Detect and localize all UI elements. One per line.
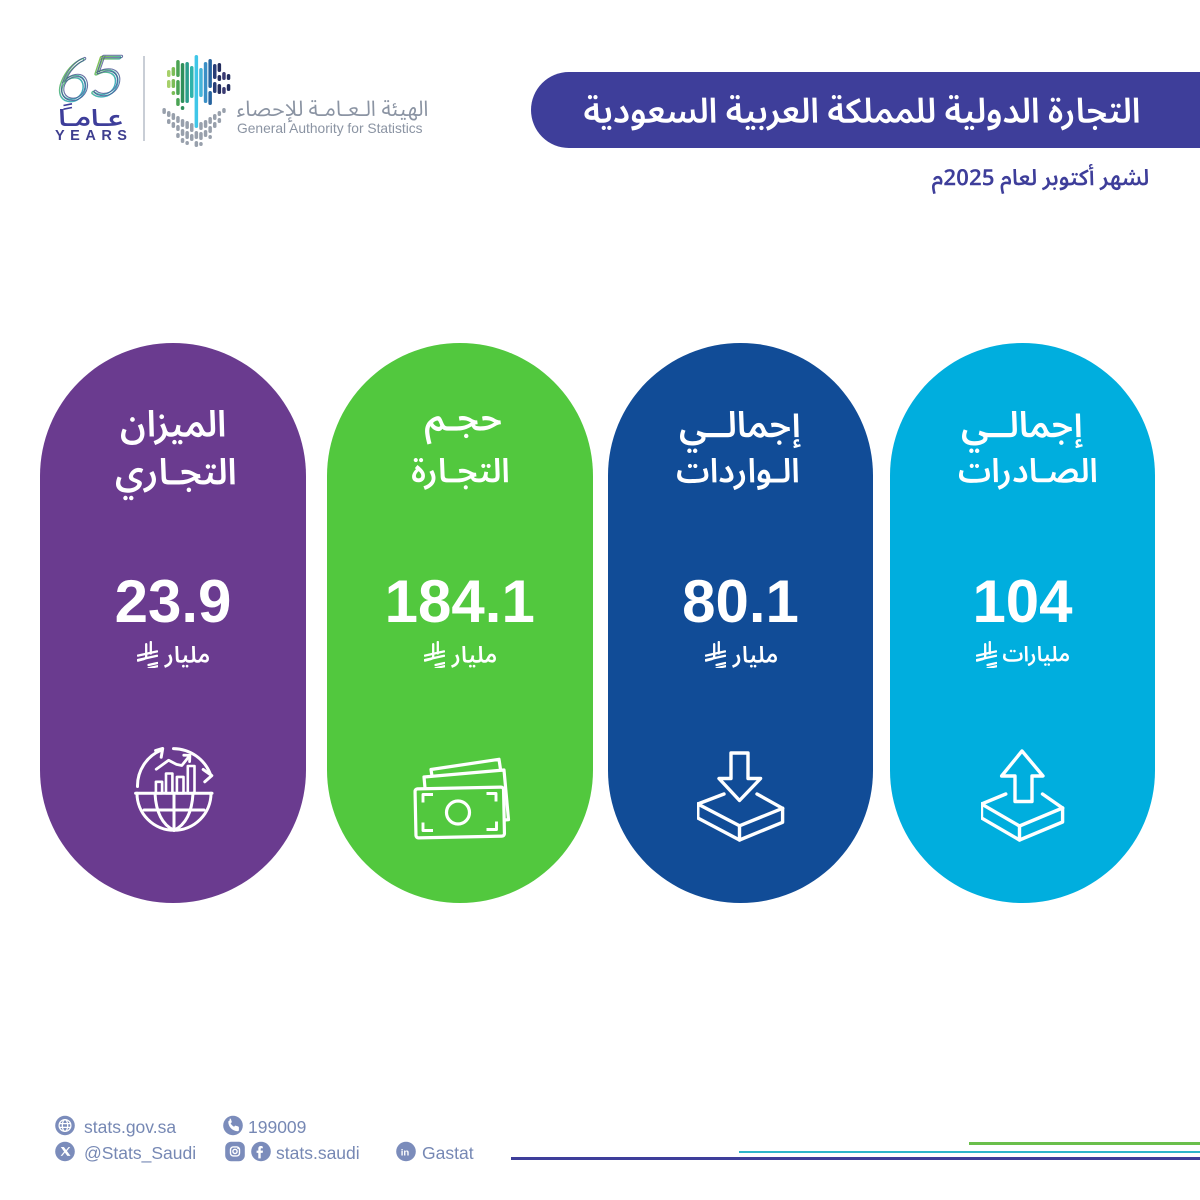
svg-text:in: in (401, 1147, 410, 1158)
